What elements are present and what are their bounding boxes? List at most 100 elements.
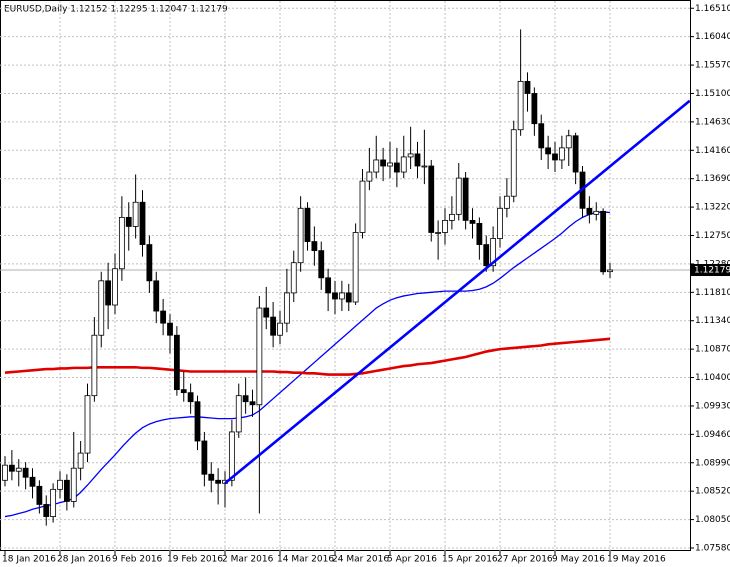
candle-body [215, 479, 222, 484]
candle-body [43, 504, 50, 517]
y-tick-label: 1.16510 [695, 4, 730, 14]
y-tick-label: 1.11810 [695, 288, 730, 298]
candle-body [311, 241, 318, 252]
candle-body [407, 153, 414, 158]
candle-body [338, 292, 345, 300]
x-tick-label: 9 Feb 2016 [112, 555, 163, 565]
candle-body [180, 389, 187, 394]
last-price-box [690, 264, 730, 277]
candle-body [290, 262, 297, 294]
candle-body [201, 440, 208, 475]
x-tick-label: 27 Apr 2016 [497, 555, 553, 565]
candle-body [98, 280, 105, 336]
candle-body [469, 219, 476, 224]
x-tick-label: 24 Mar 2016 [332, 555, 389, 565]
y-tick-label: 1.14630 [695, 117, 730, 127]
candle-body [283, 292, 290, 324]
candle-body [572, 135, 579, 173]
y-tick-label: 1.10870 [695, 345, 730, 355]
candle-body [2, 464, 8, 481]
candle-body [428, 165, 435, 233]
candle-body [380, 159, 387, 167]
candle-body [235, 395, 242, 433]
candle-body [558, 147, 565, 161]
candle-body [63, 479, 70, 502]
candle-body [593, 210, 600, 215]
y-tick-label: 1.11340 [695, 316, 730, 326]
candle-body [476, 223, 483, 245]
candle-body [483, 244, 490, 267]
candle-body [400, 156, 407, 173]
x-tick-label: 14 Mar 2016 [277, 555, 334, 565]
candle-body [332, 292, 338, 300]
candle-body [36, 485, 43, 505]
candle-body [545, 147, 552, 155]
candle-body [208, 473, 215, 481]
candle-body [270, 316, 277, 336]
y-tick-label: 1.13220 [695, 203, 730, 213]
candle-body [57, 479, 63, 490]
candle-body [50, 488, 57, 517]
y-tick-label: 1.15100 [695, 89, 730, 99]
y-tick-label: 1.16040 [695, 32, 730, 42]
candle-body [455, 177, 462, 215]
candle-body [373, 159, 380, 173]
candle-body [173, 334, 180, 391]
y-tick-label: 1.15570 [695, 61, 730, 71]
candle-body [490, 238, 497, 267]
x-tick-label: 15 Apr 2016 [442, 555, 498, 565]
y-tick-label: 1.08050 [695, 515, 730, 525]
candle-body [132, 201, 139, 227]
candle-body [242, 395, 249, 403]
candle-body [352, 232, 359, 303]
candle-body [8, 464, 15, 472]
candle-body [146, 244, 153, 282]
x-tick-label: 9 May 2016 [552, 555, 605, 565]
candle-body [586, 207, 593, 215]
candle-body [448, 213, 455, 221]
moving-average [4, 211, 611, 518]
y-tick-label: 1.08990 [695, 458, 730, 468]
candle-body [228, 431, 235, 481]
candle-body [538, 123, 545, 149]
candle-body [277, 322, 283, 336]
x-tick-label: 5 Apr 2016 [387, 555, 437, 565]
candle-body [387, 162, 393, 167]
candle-body [517, 80, 524, 131]
candle-body [249, 401, 256, 406]
candle-body [359, 180, 366, 233]
moving-average [4, 337, 611, 376]
candle-body [607, 269, 613, 273]
y-tick-label: 1.12750 [695, 231, 730, 241]
candle-body [297, 207, 304, 264]
candle-body [167, 322, 173, 336]
y-tick-label: 1.13690 [695, 174, 730, 184]
x-tick-label: 18 Jan 2016 [2, 555, 56, 565]
candle-body [414, 153, 421, 167]
candle-body [29, 476, 36, 487]
x-tick-label: 19 May 2016 [607, 555, 666, 565]
candle-body [105, 280, 112, 306]
candle-body [318, 250, 325, 279]
candle-body [435, 232, 442, 234]
x-tick-label: 19 Feb 2016 [167, 555, 223, 565]
candle-body [366, 171, 373, 182]
candle-body [84, 395, 91, 454]
candle-body [345, 292, 352, 303]
candle-body [462, 177, 469, 221]
candle-body [125, 216, 132, 227]
candle-body [187, 392, 194, 403]
candle-body [22, 467, 29, 478]
candle-body [503, 195, 510, 209]
last-price-label: 1.12179 [694, 266, 730, 276]
candle-body [91, 334, 98, 397]
candle-body [160, 310, 167, 324]
candle-body [139, 201, 146, 245]
candle-body [524, 80, 531, 94]
y-tick-label: 1.07580 [695, 543, 730, 553]
candle-body [70, 467, 77, 502]
candle-body [497, 207, 503, 239]
x-tick-label: 2 Mar 2016 [222, 555, 274, 565]
